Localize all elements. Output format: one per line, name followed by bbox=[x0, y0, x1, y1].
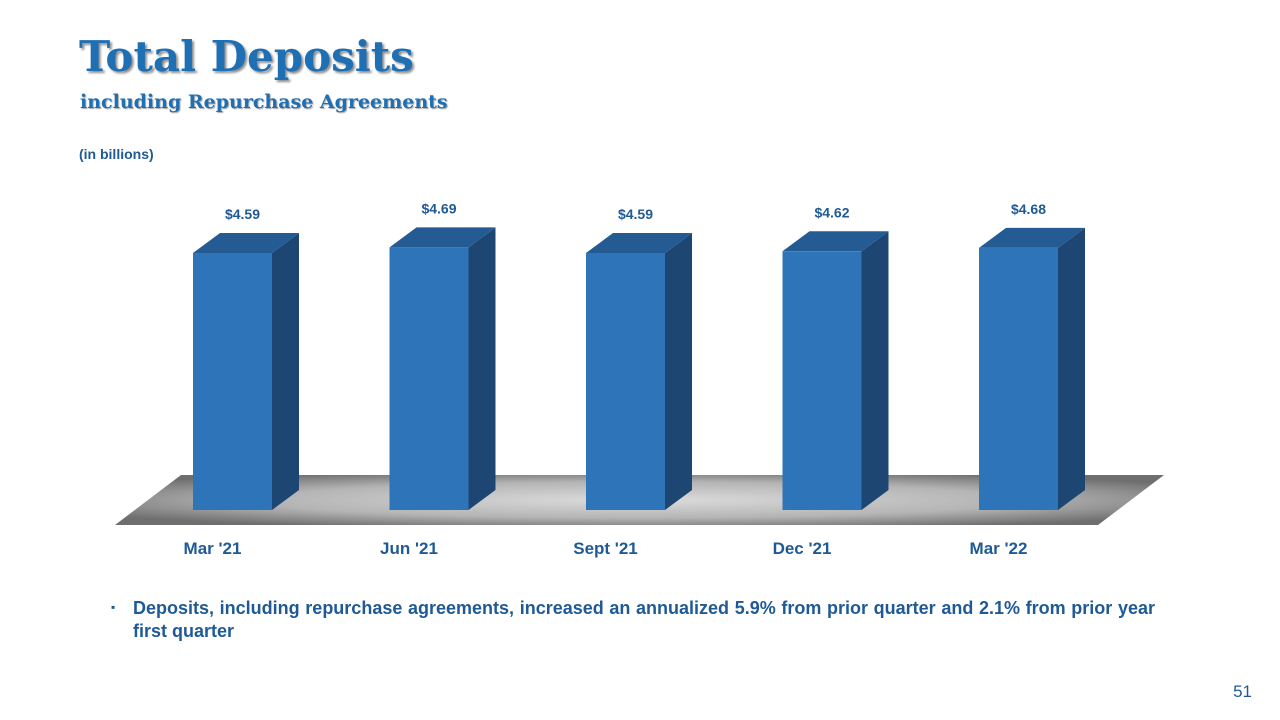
bar-side-face bbox=[861, 231, 889, 510]
bar-side-face bbox=[665, 232, 692, 510]
bar-3 bbox=[782, 231, 889, 510]
slide-title: Total Deposits bbox=[79, 32, 414, 81]
bar-front-face bbox=[586, 252, 665, 510]
bars-group bbox=[193, 227, 1085, 511]
bar-front-face bbox=[193, 252, 272, 510]
value-labels-group: $4.59 $4.69 $4.59 $4.62 $4.68 bbox=[225, 200, 1046, 222]
slide-subtitle: including Repurchase Agreements bbox=[80, 91, 448, 113]
summary-bullet: ▪ Deposits, including repurchase agreeme… bbox=[111, 597, 1155, 643]
category-label: Mar '21 bbox=[184, 539, 242, 558]
bar-value-label: $4.59 bbox=[618, 206, 653, 222]
bar-side-face bbox=[468, 227, 496, 511]
category-label: Sept '21 bbox=[573, 539, 638, 558]
bar-2 bbox=[586, 232, 692, 510]
bar-0 bbox=[193, 232, 299, 510]
bar-top-face bbox=[782, 231, 889, 252]
bar-top-face bbox=[586, 232, 692, 253]
category-label: Mar '22 bbox=[970, 539, 1028, 558]
bar-top-face bbox=[193, 232, 299, 253]
units-note: (in billions) bbox=[79, 146, 154, 162]
summary-bullet-text: Deposits, including repurchase agreement… bbox=[133, 598, 1155, 641]
bar-4 bbox=[979, 227, 1085, 511]
bullet-square-icon: ▪ bbox=[111, 600, 116, 614]
bar-1 bbox=[389, 227, 496, 511]
category-labels-group: Mar '21 Jun '21 Sept '21 Dec '21 Mar '22 bbox=[184, 539, 1028, 558]
bar-front-face bbox=[782, 251, 862, 510]
bar-value-label: $4.69 bbox=[421, 200, 456, 216]
bar-value-label: $4.62 bbox=[814, 204, 849, 220]
category-label: Jun '21 bbox=[380, 539, 438, 558]
page-number: 51 bbox=[1233, 682, 1252, 701]
bar-front-face bbox=[979, 247, 1058, 511]
deposits-bar-chart: $4.59 $4.69 $4.59 $4.62 $4.68 Mar '21 Jun '21… bbox=[115, 200, 1164, 558]
bar-side-face bbox=[1058, 227, 1085, 511]
bar-top-face bbox=[979, 227, 1085, 248]
bar-value-label: $4.59 bbox=[225, 206, 260, 222]
bar-top-face bbox=[389, 227, 496, 248]
bar-value-label: $4.68 bbox=[1011, 201, 1046, 217]
category-label: Dec '21 bbox=[773, 539, 832, 558]
bar-side-face bbox=[272, 232, 299, 510]
bar-front-face bbox=[389, 247, 469, 511]
